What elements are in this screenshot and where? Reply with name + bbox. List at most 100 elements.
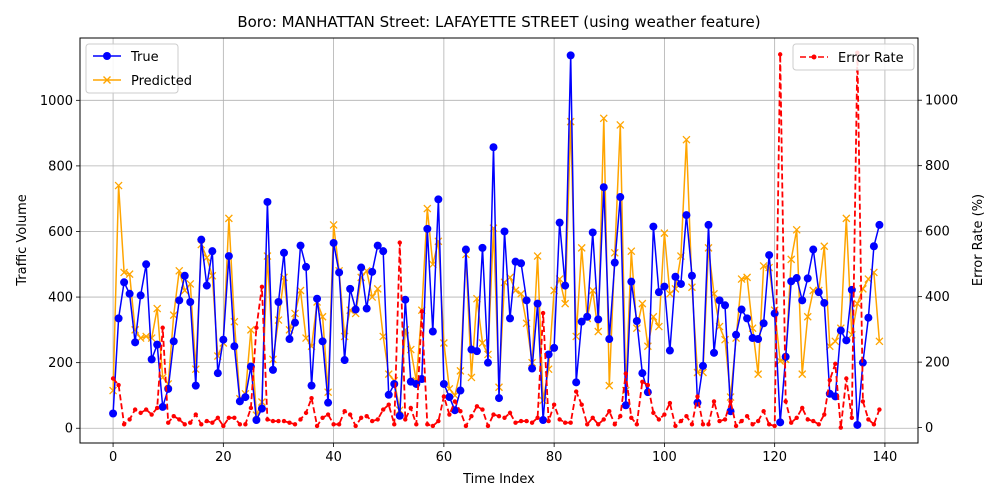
data-point-predicted	[820, 242, 829, 251]
data-point-error-rate	[651, 410, 656, 416]
data-point-true	[296, 241, 305, 250]
data-point-predicted	[605, 381, 614, 390]
data-point-true	[202, 281, 211, 290]
x-tick-label: 0	[109, 450, 117, 465]
x-tick-label: 120	[762, 450, 787, 465]
x-axis-title: Time Index	[462, 472, 535, 487]
y-tick-label: 0	[65, 422, 73, 437]
data-point-predicted	[682, 135, 691, 144]
data-point-error-rate	[171, 413, 176, 419]
data-point-true	[180, 271, 189, 280]
data-point-true	[169, 337, 178, 346]
y2-axis-ticks: 0 200 400 600 800 1000	[918, 94, 958, 436]
data-point-error-rate	[110, 376, 116, 381]
data-point-error-rate	[480, 407, 485, 412]
data-point-predicted	[186, 279, 195, 288]
data-point-error-rate	[761, 409, 766, 414]
data-point-predicted	[638, 299, 647, 308]
data-point-true	[710, 348, 719, 357]
data-point-error-rate	[684, 413, 689, 419]
data-point-predicted	[627, 247, 636, 256]
data-point-error-rate	[369, 418, 375, 424]
legend-error-label: Error Rate	[838, 51, 904, 66]
data-point-error-rate	[463, 423, 469, 429]
data-point-error-rate	[132, 407, 138, 412]
data-point-true	[715, 296, 724, 305]
data-point-true	[125, 289, 134, 298]
y2-tick-label: 0	[925, 421, 933, 436]
data-point-true	[313, 294, 322, 303]
data-point-true	[417, 375, 426, 384]
data-point-true	[274, 297, 283, 306]
data-point-true	[213, 369, 222, 378]
data-point-error-rate	[127, 417, 132, 422]
data-point-true	[550, 343, 559, 352]
data-point-error-rate	[518, 418, 524, 424]
data-point-error-rate	[403, 417, 408, 422]
data-point-predicted	[699, 368, 707, 377]
data-point-error-rate	[772, 423, 777, 429]
chart-title: Boro: MANHATTAN Street: LAFAYETTE STREET…	[237, 13, 760, 31]
data-point-error-rate	[540, 310, 546, 316]
data-point-error-rate	[425, 422, 430, 427]
x-tick-label: 20	[215, 450, 232, 465]
data-point-predicted	[175, 266, 184, 275]
data-point-error-rate	[722, 417, 728, 422]
data-point-error-rate	[557, 417, 562, 422]
data-point-predicted	[384, 370, 393, 379]
data-point-true	[583, 312, 592, 321]
data-point-true	[759, 319, 768, 328]
data-point-true	[368, 267, 377, 276]
data-point-error-rate	[414, 422, 419, 427]
data-point-error-rate	[314, 423, 320, 429]
data-point-error-rate	[717, 418, 722, 424]
y-tick-label: 600	[48, 225, 73, 240]
data-point-error-rate	[210, 420, 215, 425]
data-point-predicted	[379, 332, 388, 341]
data-point-true	[588, 228, 597, 237]
data-point-true	[754, 335, 763, 344]
data-point-true	[875, 220, 884, 229]
data-point-error-rate	[755, 418, 761, 424]
legend-predicted-label: Predicted	[131, 74, 192, 89]
data-point-error-rate	[166, 420, 171, 425]
y-axis-ticks: 0 200 400 600 800 1000	[40, 94, 80, 437]
data-point-true	[230, 342, 239, 351]
data-point-true	[765, 251, 774, 260]
data-point-true	[285, 335, 294, 344]
legend-error-marker	[811, 54, 817, 60]
data-point-error-rate	[199, 422, 204, 427]
data-point-error-rate	[358, 415, 364, 420]
data-point-predicted	[478, 339, 487, 347]
data-point-error-rate	[474, 404, 480, 409]
data-point-predicted	[373, 284, 382, 293]
data-point-predicted	[654, 322, 663, 331]
data-point-true	[307, 381, 316, 390]
data-point-error-rate	[287, 420, 292, 425]
data-point-true	[853, 420, 862, 429]
data-point-error-rate	[849, 415, 855, 420]
data-point-error-rate	[529, 420, 535, 425]
data-point-error-rate	[243, 422, 248, 427]
data-point-error-rate	[800, 405, 805, 411]
data-point-error-rate	[513, 420, 518, 425]
y-tick-label: 800	[48, 159, 73, 174]
data-point-error-rate	[303, 410, 309, 416]
plot-frame	[79, 37, 919, 444]
data-point-true	[676, 279, 685, 288]
data-point-error-rate	[193, 412, 198, 417]
data-point-true	[439, 379, 448, 388]
data-point-true	[621, 401, 630, 410]
y2-tick-label: 800	[925, 159, 950, 174]
data-point-predicted	[120, 268, 129, 277]
x-tick-label: 80	[546, 450, 563, 465]
data-point-true	[654, 288, 663, 297]
x-tick-label: 140	[873, 450, 898, 465]
data-point-predicted	[671, 284, 680, 293]
data-point-error-rate	[502, 415, 507, 420]
data-point-true	[291, 318, 300, 327]
data-point-error-rate	[336, 422, 342, 427]
data-point-error-rate	[177, 417, 182, 422]
data-point-true	[561, 281, 570, 290]
data-point-true	[263, 197, 272, 206]
